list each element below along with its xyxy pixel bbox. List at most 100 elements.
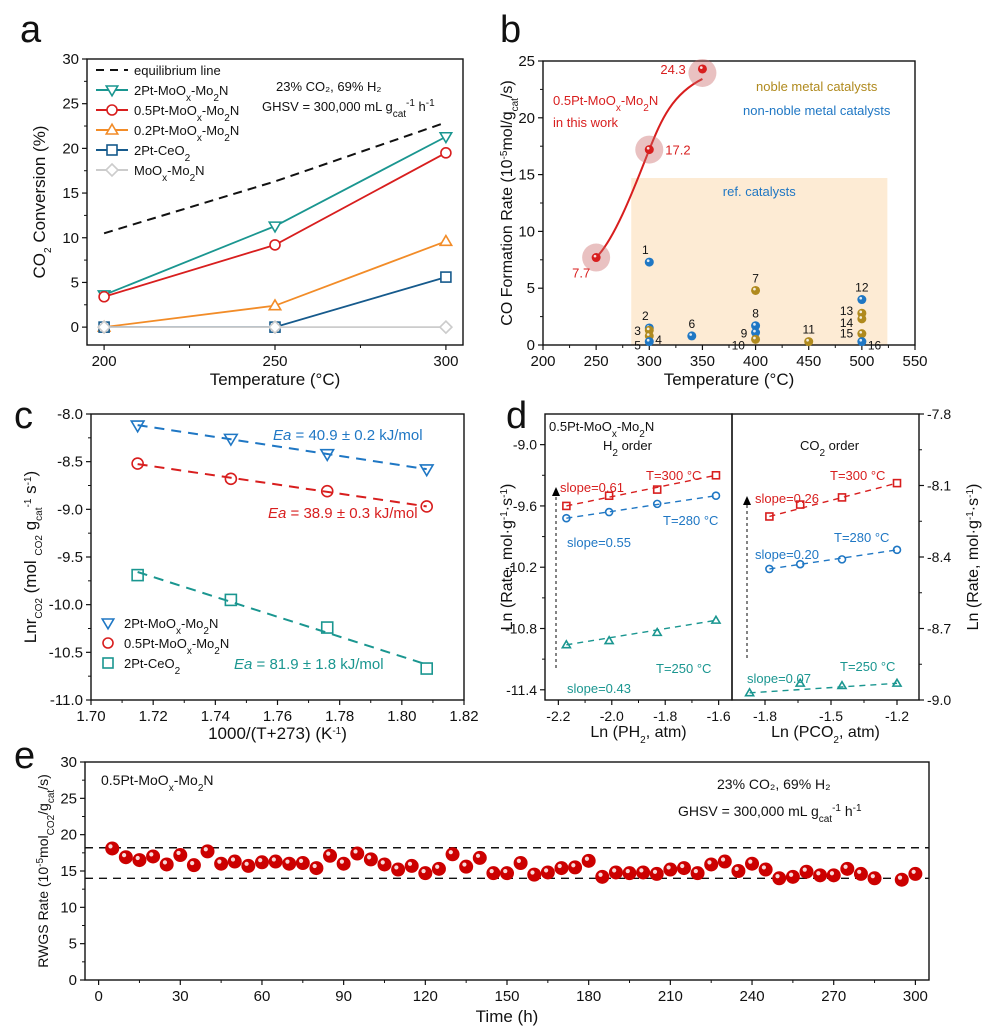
text-span: -5	[499, 150, 510, 159]
h2-data-point	[604, 507, 614, 517]
stability-point	[486, 866, 501, 881]
ball-highlight	[897, 875, 903, 880]
text-span: -Mo	[191, 83, 213, 98]
x-tick-label: 180	[576, 988, 601, 1005]
text-span: -1	[406, 98, 415, 109]
ball-body	[227, 854, 242, 869]
text-span: 2Pt-MoO	[124, 616, 176, 631]
text-span: 2	[224, 113, 230, 124]
data-point	[438, 131, 454, 145]
text-span: N	[230, 103, 239, 118]
text-span: 0.5Pt-MoO	[101, 772, 169, 788]
y-axis-label: CO Formation Rate (10-5mol/gcat/s)	[499, 80, 521, 325]
ball-body	[731, 864, 746, 878]
text-span: 1000/(T+273) (K	[208, 724, 333, 743]
text-span: )	[965, 484, 982, 489]
stability-point	[159, 857, 174, 872]
text-span: -1	[23, 498, 34, 507]
ball-body	[241, 858, 256, 873]
text-span: h	[415, 99, 426, 114]
text-span: CO2	[34, 598, 45, 619]
stability-point	[595, 869, 610, 884]
ball-body	[323, 848, 338, 863]
text-span: -1	[499, 489, 510, 498]
ref-point-label: 9	[741, 327, 748, 341]
ball-body	[431, 861, 446, 876]
text-span: order	[618, 438, 653, 453]
legend-label: 2Pt-CeO2	[134, 143, 191, 164]
ref-point-10	[751, 334, 761, 344]
ball-body	[254, 855, 269, 870]
ref-point-label: 5	[634, 339, 641, 353]
text-span: 2	[224, 133, 230, 144]
ball-highlight	[394, 865, 399, 870]
y-tick-label: -9.0	[57, 501, 83, 518]
condition-ghsv: GHSV = 300,000 mL gcat-1 h-1	[678, 803, 862, 825]
text-span: 2	[185, 153, 191, 164]
x-tick-label: -2.2	[546, 708, 570, 724]
y-tick-label: 15	[518, 167, 535, 184]
x-tick-label: 30	[172, 988, 189, 1005]
text-span: 2	[643, 103, 649, 114]
ball-highlight	[475, 853, 481, 858]
stability-point	[404, 858, 419, 873]
ball-body	[785, 869, 800, 884]
stability-point	[363, 852, 378, 867]
ball-body	[751, 328, 761, 338]
ball-highlight	[646, 259, 650, 263]
y-tick-label: 25	[518, 53, 535, 70]
ball-body	[649, 866, 664, 881]
data-point	[438, 319, 454, 335]
text-span: )	[499, 484, 516, 489]
y-tick-label-right: -7.8	[927, 406, 951, 422]
ball-body	[894, 872, 909, 887]
stability-point	[581, 853, 596, 868]
ref-point-label: 4	[655, 333, 662, 347]
text-span: order	[825, 438, 860, 453]
ball-highlight	[258, 858, 263, 863]
stability-point	[704, 857, 719, 872]
co2-data-point	[836, 680, 848, 690]
x-axis-label: 1000/(T+273) (K-1)	[208, 724, 347, 743]
stability-point	[200, 844, 215, 859]
ball-body	[445, 847, 460, 862]
y-tick-label: 20	[60, 827, 77, 844]
text-span: 2	[190, 173, 196, 184]
text-span: 0.2Pt-MoO	[134, 123, 197, 138]
text-span: 2	[203, 626, 209, 637]
ball-highlight	[326, 851, 331, 856]
ball-body	[105, 841, 120, 856]
ball-body	[132, 853, 147, 868]
y-tick-label: -9.0	[513, 437, 537, 453]
legend-marker	[104, 162, 120, 178]
y-tick-label: -8.5	[57, 454, 83, 471]
ball-highlight	[149, 852, 154, 857]
legend-noble: noble metal catalysts	[756, 79, 878, 94]
stability-point	[894, 872, 909, 887]
ball-highlight	[162, 860, 168, 865]
ball-highlight	[489, 868, 494, 874]
text-span: Ln (PH	[590, 724, 640, 741]
ref-point-11	[804, 337, 814, 347]
stability-point	[132, 853, 147, 868]
text-span: 2	[175, 666, 181, 677]
text-span: -1	[426, 98, 435, 109]
x-tick-label: 250	[584, 353, 609, 370]
x-tick-label: -1.8	[753, 708, 777, 724]
ball-body	[857, 295, 867, 305]
text-span: -Mo	[181, 616, 203, 631]
ball-highlight	[203, 847, 208, 852]
ball-highlight	[353, 849, 358, 854]
condition-gas: 23% CO₂, 69% H₂	[276, 79, 381, 94]
stability-point	[853, 866, 868, 881]
panel-label-e: e	[14, 735, 35, 777]
ball-body	[513, 856, 528, 871]
stability-point	[608, 865, 623, 880]
condition-gas: 23% CO₂, 69% H₂	[717, 776, 831, 792]
data-point	[224, 593, 238, 607]
ball-highlight	[421, 868, 426, 874]
x-tick-label: 1.82	[449, 708, 478, 725]
ball-body	[459, 859, 474, 874]
ball-body	[404, 858, 419, 873]
ball-body	[309, 861, 324, 876]
